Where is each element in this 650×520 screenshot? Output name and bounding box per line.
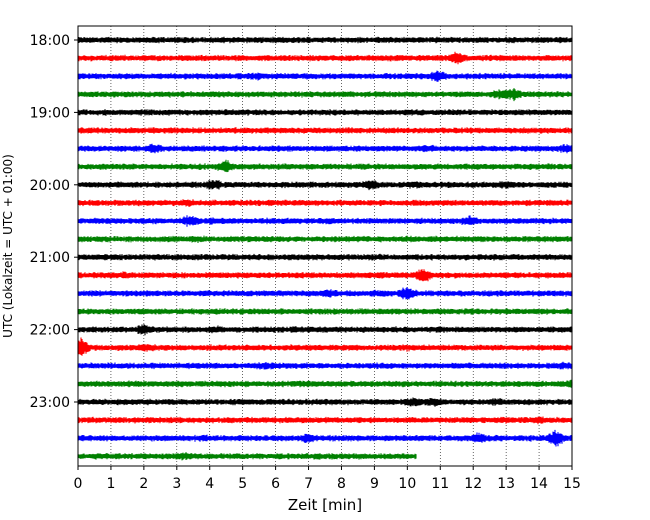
x-tick-label: 7 xyxy=(304,476,313,492)
x-tick-label: 5 xyxy=(238,476,247,492)
plot-frame xyxy=(77,25,573,467)
x-axis-ticks: 0 1 2 3 4 5 6 7 8 9 10 11 12 13 14 15 xyxy=(74,466,581,492)
x-tick-label: 3 xyxy=(172,476,181,492)
x-tick-label: 14 xyxy=(530,476,548,492)
x-tick-label: 15 xyxy=(563,476,581,492)
y-tick-label: 20:00 xyxy=(30,178,70,194)
y-tick-label: 18:00 xyxy=(30,33,70,49)
x-tick-label: 13 xyxy=(497,476,515,492)
y-axis-label: UTC (Lokalzeit = UTC + 01:00) xyxy=(1,154,15,338)
x-tick-label: 11 xyxy=(431,476,449,492)
x-tick-label: 8 xyxy=(337,476,346,492)
y-axis-ticks: 18:00 19:00 20:00 21:00 22:00 23:00 xyxy=(30,33,78,411)
x-tick-label: 10 xyxy=(398,476,416,492)
x-tick-label: 6 xyxy=(271,476,280,492)
y-tick-label: 21:00 xyxy=(30,250,70,266)
x-tick-label: 12 xyxy=(464,476,482,492)
y-tick-label: 19:00 xyxy=(30,105,70,121)
seismic-traces xyxy=(77,36,573,461)
y-tick-label: 23:00 xyxy=(30,395,70,411)
minute-grid xyxy=(110,26,540,466)
x-tick-label: 1 xyxy=(106,476,115,492)
x-tick-label: 4 xyxy=(205,476,214,492)
x-tick-label: 9 xyxy=(370,476,379,492)
x-axis-label: Zeit [min] xyxy=(288,496,362,514)
y-tick-label: 22:00 xyxy=(30,323,70,339)
x-tick-label: 2 xyxy=(139,476,148,492)
x-tick-label: 0 xyxy=(74,476,83,492)
